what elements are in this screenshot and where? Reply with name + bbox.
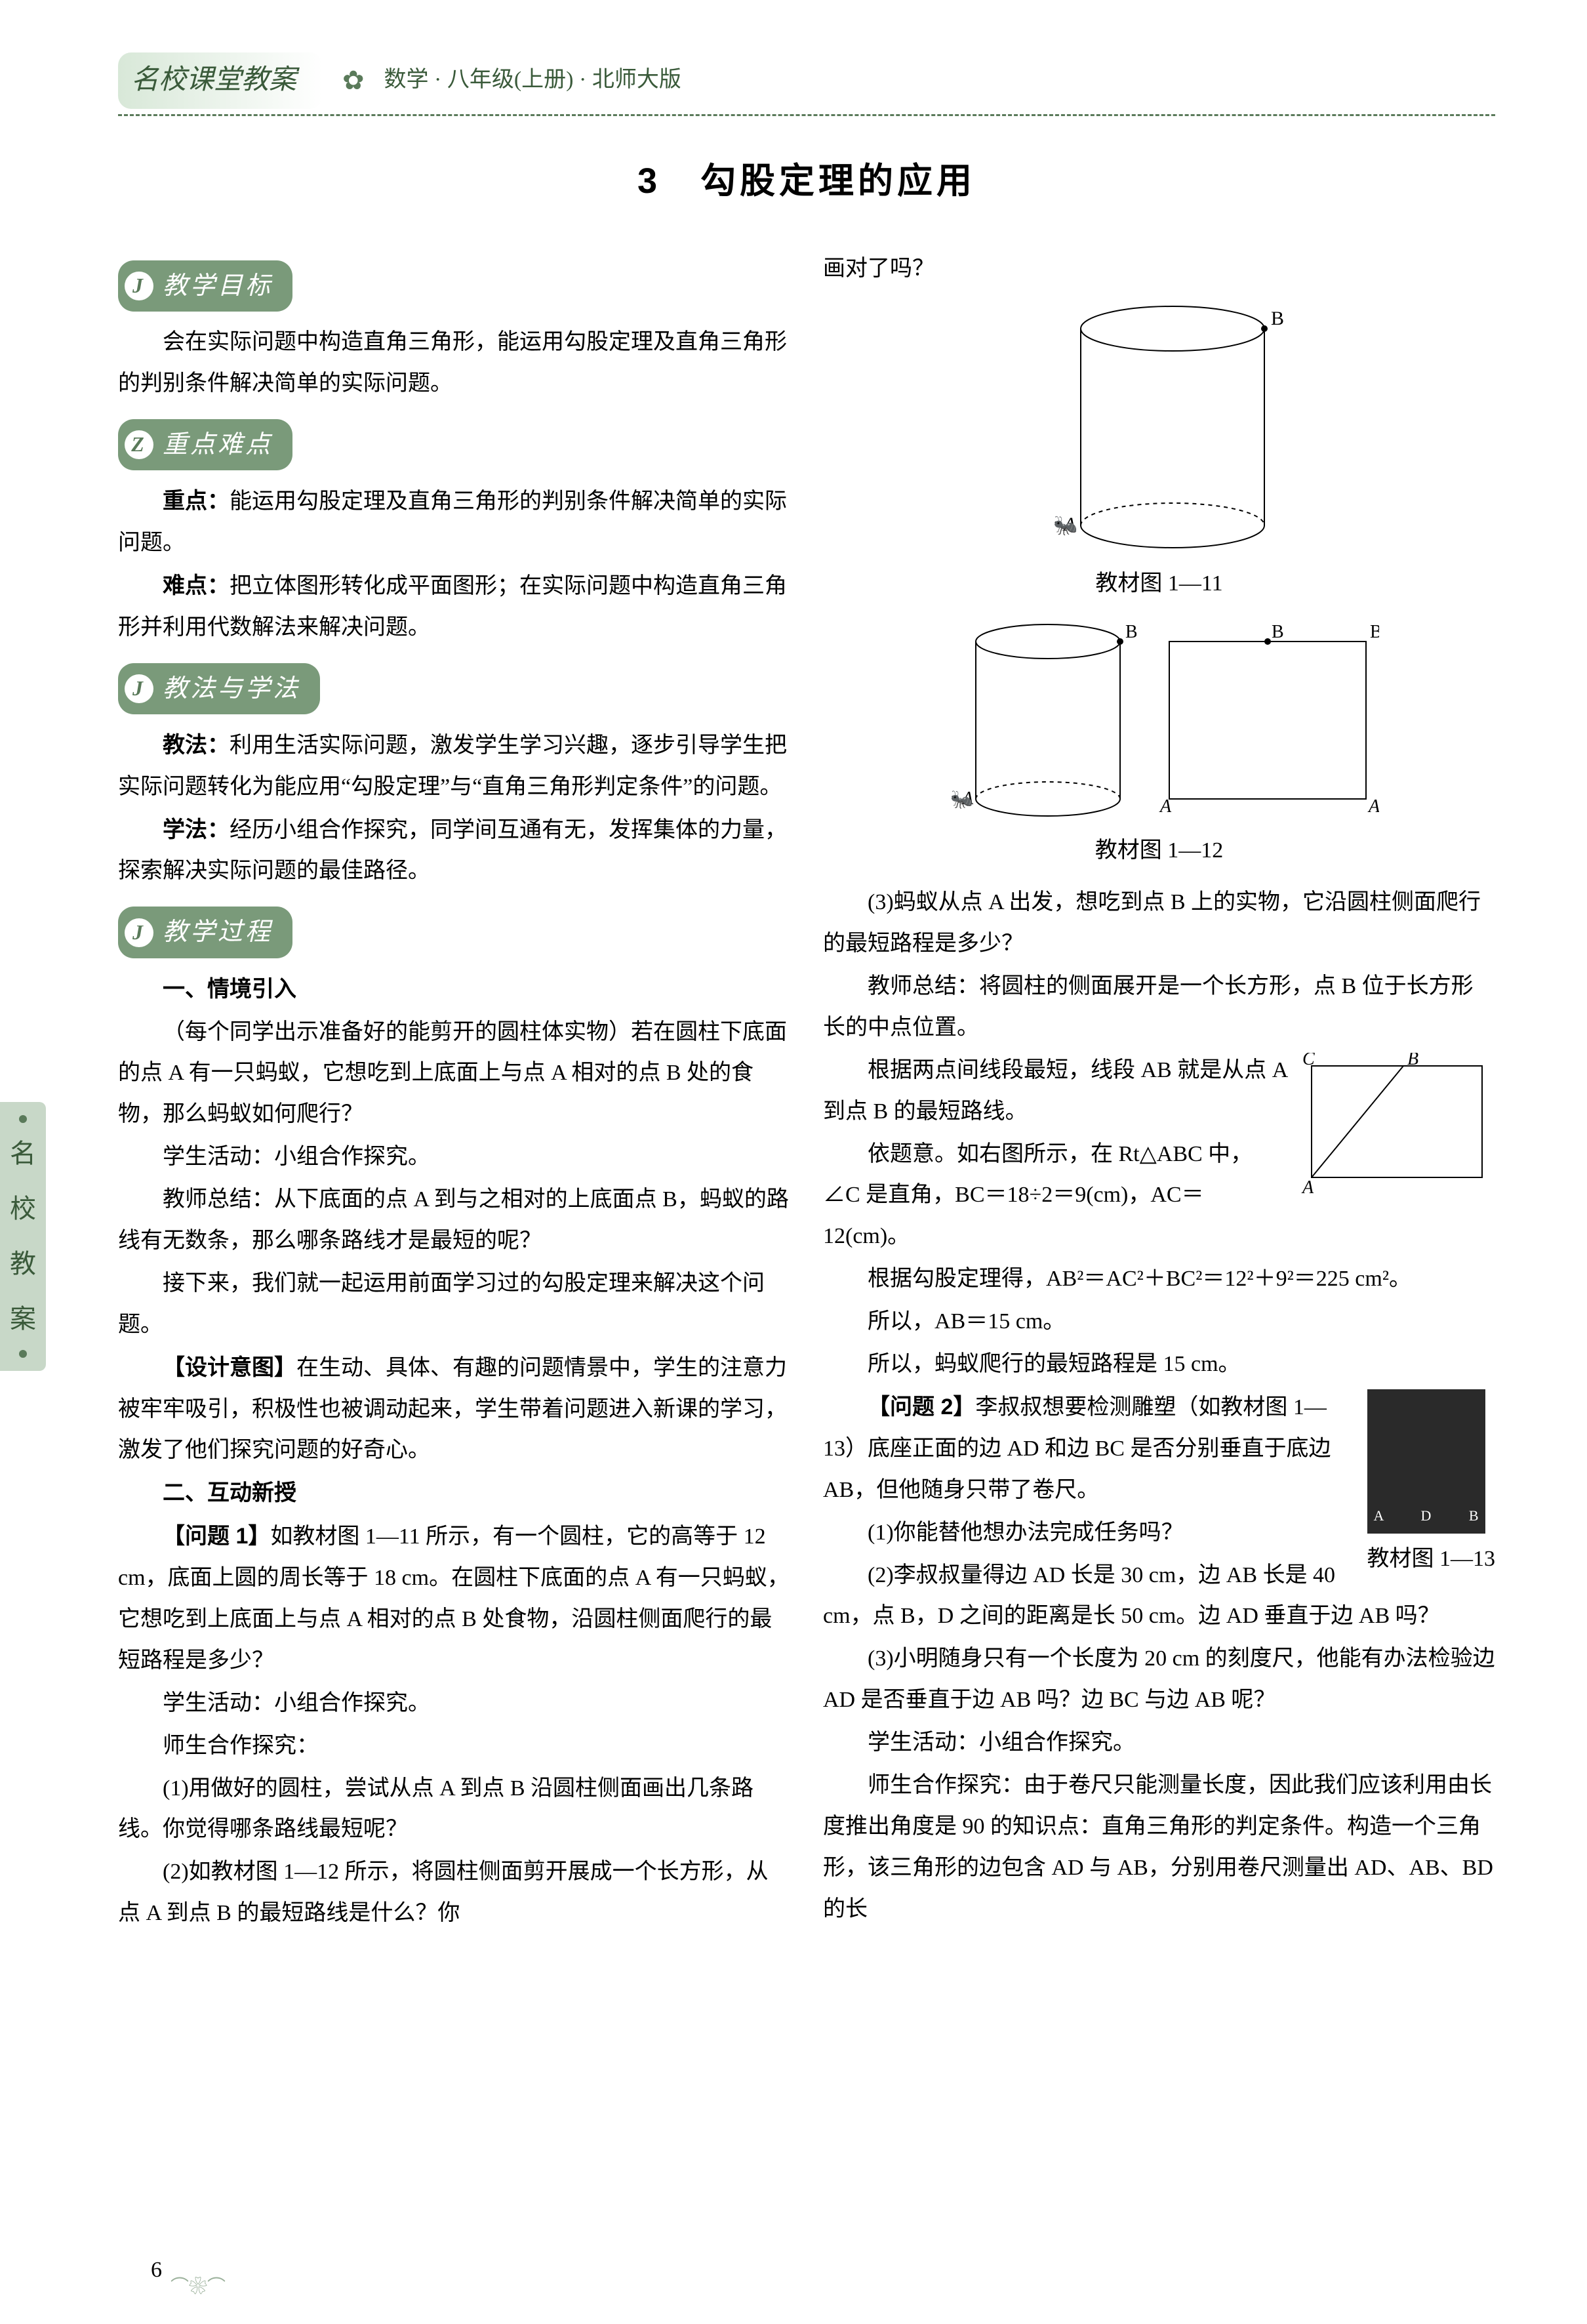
subheading-1: 一、情境引入 [118,969,790,1011]
design-intent: 【设计意图】在生动、具体、有趣的问题情景中，学生的注意力被牢牢吸引，积极性也被调… [118,1347,790,1472]
section-badge-process: J 教学过程 [118,907,292,958]
triangle-svg: C B A [1298,1053,1495,1197]
lesson-name: 勾股定理的应用 [700,161,976,201]
badge-label: 重点难点 [163,422,273,468]
figure-1-13: A D B 教材图 1—13 [1367,1389,1496,1591]
side-char: 案 [10,1295,36,1343]
proc-text: 所以，AB＝15 cm。 [823,1301,1495,1343]
side-char: 名 [10,1130,36,1178]
svg-text:C: C [1302,1053,1315,1069]
goal-text: 会在实际问题中构造直角三角形，能运用勾股定理及直角三角形的判别条件解决简单的实际… [118,322,790,405]
page-number: 6 [151,2250,162,2291]
proc-text: （每个同学出示准备好的能剪开的圆柱体实物）若在圆柱下底面的点 A 有一只蚂蚁，它… [118,1012,790,1136]
badge-label: 教学目标 [163,263,273,309]
figure-caption: 教材图 1—12 [823,830,1495,872]
figure-caption: 教材图 1—11 [823,563,1495,605]
series-title: 名校课堂教案 [118,52,323,109]
figure-caption: 教材图 1—13 [1367,1539,1496,1580]
subject-title: 数学 · 八年级(上册) · 北师大版 [384,60,681,101]
section-badge-goal: J 教学目标 [118,260,292,312]
proc-text: (3)小明随身只有一个长度为 20 cm 的刻度尺，他能有办法检验边 AD 是否… [823,1639,1495,1721]
lesson-number: 3 [637,161,661,201]
question-1: 【问题 1】如教材图 1—11 所示，有一个圆柱，它的高等于 12 cm，底面上… [118,1516,790,1682]
svg-text:B: B [1271,308,1284,329]
svg-text:B: B [1370,622,1379,642]
svg-text:A: A [1159,796,1172,817]
section-badge-keypoints: Z 重点难点 [118,419,292,470]
cylinder2-svg: B A 🐜 [940,615,1136,825]
side-char: 校 [10,1185,36,1233]
subheading-2: 二、互动新授 [118,1473,790,1515]
proc-text: 学生活动：小组合作探究。 [823,1723,1495,1764]
cylinder-svg: B A 🐜 [1035,296,1284,558]
figure-1-12: B A 🐜 B B A A 教材图 1—12 [823,615,1495,872]
badge-letter: J [125,674,153,703]
badge-letter: J [125,918,153,947]
proc-text: 学生活动：小组合作探究。 [118,1137,790,1178]
header-decoration-icon: ✿ [342,56,365,105]
triangle-figure: C B A [1298,1053,1495,1212]
proc-text: 根据勾股定理得，AB²＝AC²＋BC²＝12²＋9²＝225 cm²。 [823,1259,1495,1300]
badge-label: 教学过程 [163,909,273,955]
difficulty-text: 难点：把立体图形转化成平面图形；在实际问题中构造直角三角形并利用代数解法来解决问… [118,565,790,649]
statue-image-placeholder: A D B [1367,1389,1485,1534]
page-decoration-icon: ⌒❀⌒ [171,2270,226,2304]
proc-text: 学生活动：小组合作探究。 [118,1683,790,1724]
badge-label: 教法与学法 [163,666,300,712]
proc-text: (1)用做好的圆柱，尝试从点 A 到点 B 沿圆柱侧面画出几条路线。你觉得哪条路… [118,1768,790,1851]
badge-letter: J [125,272,153,300]
figure-1-11: B A 🐜 教材图 1—11 [823,296,1495,605]
svg-text:🐜: 🐜 [950,790,973,810]
side-tab: 名 校 教 案 [0,1102,46,1371]
cont-text: 画对了吗？ [823,249,1495,290]
method-teach: 教法：利用生活实际问题，激发学生学习兴趣，逐步引导学生把实际问题转化为能应用“勾… [118,725,790,808]
svg-text:B: B [1125,622,1136,642]
badge-letter: Z [125,430,153,459]
svg-text:B: B [1272,622,1284,642]
svg-text:B: B [1407,1053,1418,1069]
section-badge-method: J 教法与学法 [118,663,320,714]
proc-text: 接下来，我们就一起运用前面学习过的勾股定理来解决这个问题。 [118,1263,790,1346]
svg-text:A: A [1367,796,1379,817]
svg-text:🐜: 🐜 [1053,515,1077,537]
side-char: 教 [10,1240,36,1288]
proc-text: 师生合作探究： [118,1726,790,1767]
svg-text:A: A [1301,1177,1314,1197]
dot-icon [19,1350,27,1358]
unrolled-rect-svg: B B A A [1156,615,1379,825]
proc-text: (2)如教材图 1—12 所示，将圆柱侧面剪开展成一个长方形，从点 A 到点 B… [118,1852,790,1934]
dot-icon [19,1115,27,1123]
lesson-title: 3 勾股定理的应用 [118,149,1495,214]
proc-text: (3)蚂蚁从点 A 出发，想吃到点 B 上的实物，它沿圆柱侧面爬行的最短路程是多… [823,882,1495,965]
proc-text: 师生合作探究：由于卷尺只能测量长度，因此我们应该利用由长度推出角度是 90 的知… [823,1765,1495,1930]
proc-text: 所以，蚂蚁爬行的最短路程是 15 cm。 [823,1344,1495,1385]
right-column: 画对了吗？ B A 🐜 教材图 1—11 [823,247,1495,1936]
proc-text: 教师总结：从下底面的点 A 到与之相对的上底面点 B，蚂蚁的路线有无数条，那么哪… [118,1179,790,1262]
keypoint-text: 重点：能运用勾股定理及直角三角形的判别条件解决简单的实际问题。 [118,481,790,564]
proc-text: 教师总结：将圆柱的侧面展开是一个长方形，点 B 位于长方形长的中点位置。 [823,966,1495,1049]
left-column: J 教学目标 会在实际问题中构造直角三角形，能运用勾股定理及直角三角形的判别条件… [118,247,790,1936]
content-columns: J 教学目标 会在实际问题中构造直角三角形，能运用勾股定理及直角三角形的判别条件… [118,247,1495,1936]
page-header: 名校课堂教案 ✿ 数学 · 八年级(上册) · 北师大版 [118,52,1495,116]
method-learn: 学法：经历小组合作探究，同学间互通有无，发挥集体的力量，探索解决实际问题的最佳路… [118,809,790,893]
